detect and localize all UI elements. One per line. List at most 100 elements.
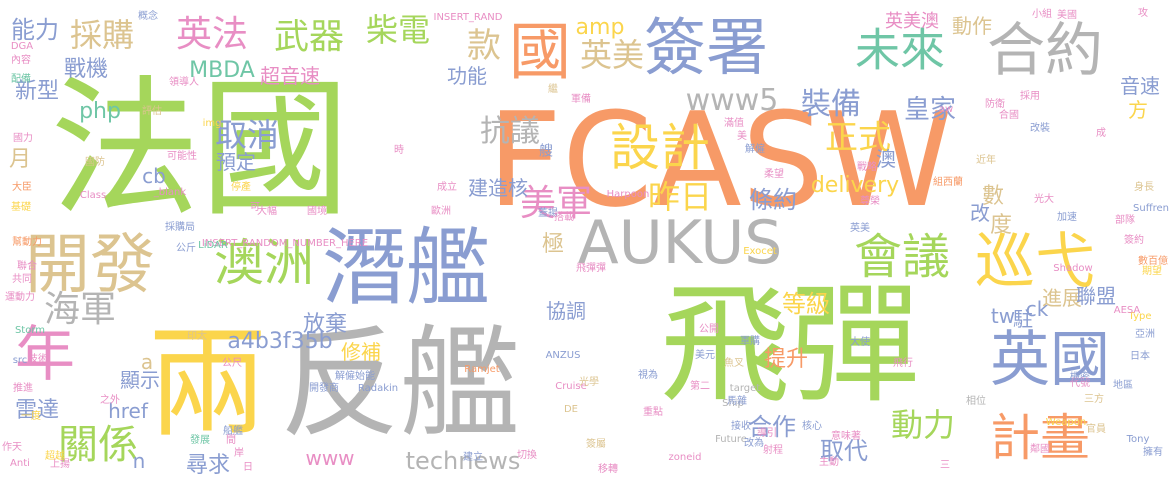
word-168: 作天 bbox=[2, 442, 22, 453]
word-193: 視為 bbox=[638, 370, 658, 381]
word-38: 合作 bbox=[748, 413, 796, 441]
word-45: 新型 bbox=[14, 79, 60, 104]
word-111: 領導人 bbox=[169, 77, 199, 88]
word-59: href bbox=[108, 399, 148, 423]
word-118: 基礎 bbox=[11, 202, 31, 213]
word-123: 歐洲 bbox=[431, 206, 451, 217]
word-95: Storm bbox=[14, 325, 46, 336]
word-206: 成 bbox=[1096, 128, 1106, 139]
word-102: Class bbox=[79, 190, 107, 201]
word-176: 共同 bbox=[12, 274, 32, 285]
word-75: 音速 bbox=[1120, 74, 1160, 98]
word-172: 小組 bbox=[1032, 9, 1052, 20]
word-86: ANZUS bbox=[545, 350, 581, 361]
word-40: 等級 bbox=[782, 290, 830, 318]
word-162: 地區 bbox=[1113, 380, 1133, 391]
word-33: delivery bbox=[810, 173, 900, 198]
word-63: tw bbox=[990, 304, 1016, 328]
word-11: 合約 bbox=[986, 16, 1104, 84]
word-140: 光學 bbox=[579, 377, 599, 388]
word-124: 蓋揚 bbox=[538, 208, 558, 219]
word-180: 代號 bbox=[1070, 378, 1090, 389]
word-151: 數百億 bbox=[1138, 256, 1168, 267]
word-36: technews bbox=[405, 447, 521, 475]
word-204: 岸 bbox=[234, 448, 244, 459]
word-92: Future bbox=[715, 434, 747, 445]
word-169: 魚叉 bbox=[724, 358, 744, 369]
word-1: FCASW bbox=[487, 84, 953, 236]
word-76: 動作 bbox=[952, 14, 992, 38]
word-22: 美軍 bbox=[519, 183, 593, 224]
word-205: 可 bbox=[250, 202, 260, 213]
word-32: MBDA bbox=[189, 58, 255, 83]
word-77: 英美澳 bbox=[885, 11, 939, 32]
word-27: 關係 bbox=[58, 422, 138, 468]
word-137: 改裝 bbox=[1030, 123, 1050, 134]
word-39: 裝備 bbox=[801, 87, 861, 122]
word-85: Exocet bbox=[743, 246, 777, 257]
word-145: 改為 bbox=[744, 438, 764, 449]
word-10: 簽署 bbox=[643, 11, 769, 84]
word-127: 公斤 bbox=[176, 243, 196, 254]
word-9: 巡弋 bbox=[975, 227, 1095, 297]
word-47: 預定 bbox=[216, 150, 256, 174]
word-64: ck bbox=[1025, 297, 1049, 321]
word-8: 英國 bbox=[990, 325, 1110, 395]
word-110: 配備 bbox=[11, 74, 31, 85]
word-51: 超音速 bbox=[260, 64, 320, 88]
word-139: 美元 bbox=[695, 350, 715, 361]
word-89: Cruise bbox=[555, 381, 587, 392]
word-97: Tony bbox=[1126, 434, 1150, 445]
word-91: target bbox=[729, 383, 761, 394]
word-87: Radakin bbox=[357, 383, 399, 394]
word-136: 加速 bbox=[1057, 212, 1077, 223]
word-189: 英美 bbox=[850, 223, 870, 234]
word-24: 採購 bbox=[69, 16, 135, 54]
word-105: aw bbox=[938, 104, 954, 115]
word-198: 解僱 bbox=[745, 144, 765, 155]
word-148: 射程 bbox=[763, 445, 783, 456]
word-173: 美國 bbox=[1057, 10, 1077, 21]
word-13: 未來 bbox=[854, 23, 946, 77]
word-65: 駐 bbox=[1013, 307, 1033, 331]
word-192: 軍購 bbox=[740, 336, 760, 347]
word-37: 條約 bbox=[749, 186, 797, 214]
word-7: 開發 bbox=[24, 227, 156, 303]
word-142: 建立 bbox=[463, 452, 483, 463]
word-57: 協調 bbox=[546, 299, 586, 323]
word-74: 聯盟 bbox=[1076, 284, 1116, 308]
word-154: 上揚 bbox=[50, 459, 70, 470]
word-144: 主動 bbox=[819, 457, 839, 468]
word-119: 採購局 bbox=[165, 222, 195, 233]
word-178: 第二 bbox=[690, 381, 710, 392]
word-69: 度 bbox=[989, 213, 1013, 238]
word-99: AESA bbox=[1113, 305, 1141, 316]
word-107: img bbox=[202, 118, 222, 129]
word-208: 間 bbox=[226, 435, 236, 446]
word-135: 戰略 bbox=[857, 162, 877, 173]
word-149: 意味著 bbox=[831, 431, 861, 442]
word-150: 鄰國 bbox=[1030, 444, 1050, 455]
word-174: 聯合 bbox=[17, 261, 37, 272]
word-68: 數 bbox=[981, 184, 1005, 209]
word-201: 切換 bbox=[517, 450, 537, 461]
word-109: 內容 bbox=[11, 55, 31, 66]
word-70: 改 bbox=[970, 201, 990, 225]
word-96: Suffren bbox=[1133, 203, 1169, 214]
word-28: www5 bbox=[685, 83, 779, 118]
word-183: 三方 bbox=[1084, 394, 1104, 405]
word-78: a bbox=[140, 350, 154, 374]
word-190: 馬雜 bbox=[727, 396, 747, 407]
word-203: 合國 bbox=[999, 110, 1019, 121]
word-50: 月 bbox=[8, 147, 32, 172]
word-46: 功能 bbox=[447, 64, 487, 88]
word-34: 正式 bbox=[825, 117, 891, 157]
word-152: 期望 bbox=[1142, 266, 1162, 277]
word-29: 抗議 bbox=[480, 114, 540, 149]
word-170: 採用 bbox=[1020, 91, 1040, 102]
word-186: 亞洲 bbox=[1135, 329, 1155, 340]
word-160: 擁有 bbox=[1143, 447, 1163, 458]
word-188: 大使 bbox=[850, 337, 870, 348]
word-26: 海軍 bbox=[43, 289, 117, 330]
